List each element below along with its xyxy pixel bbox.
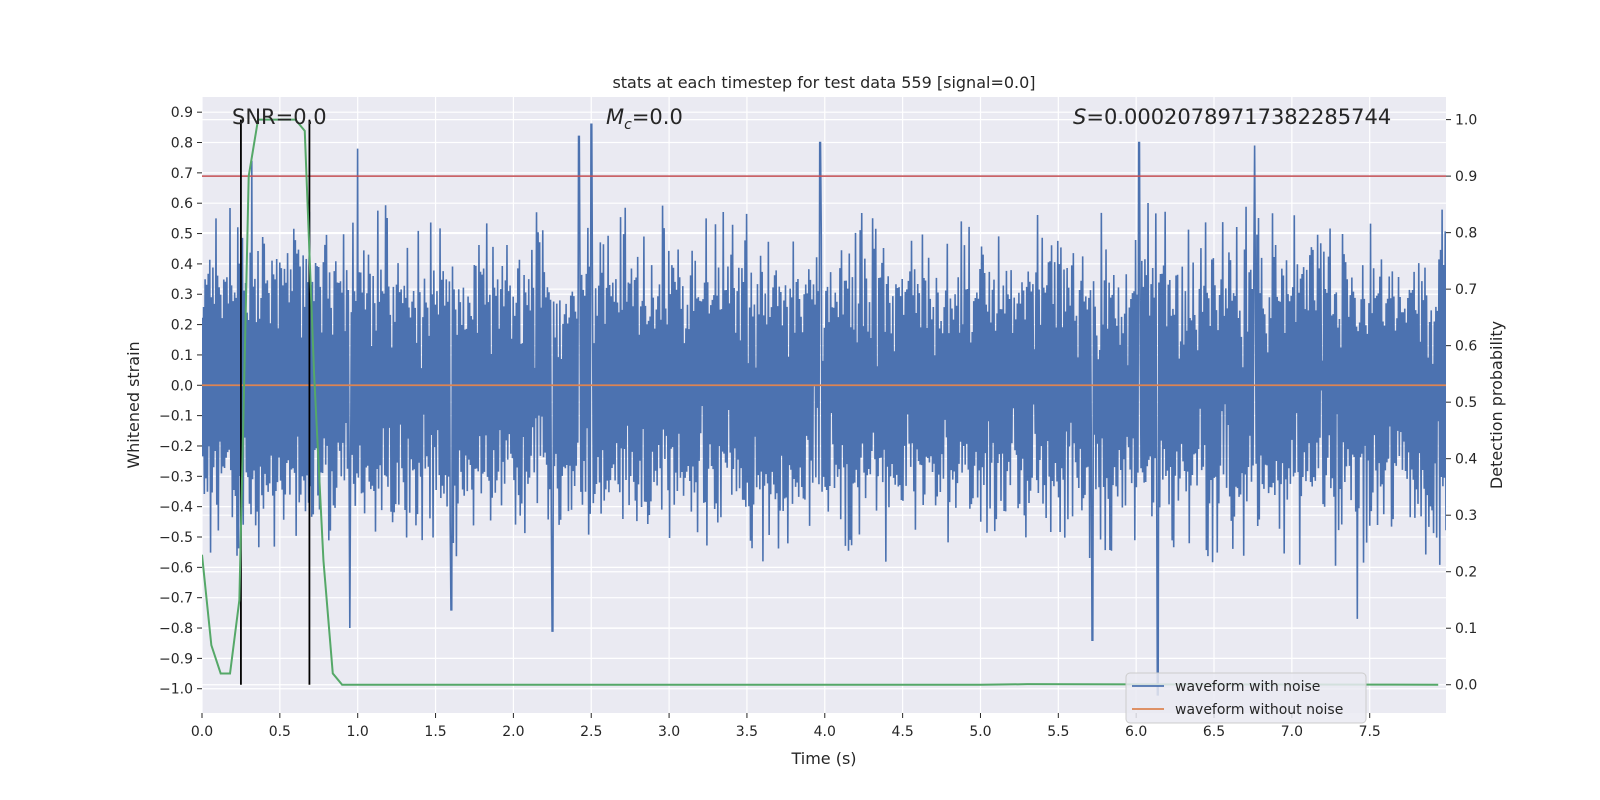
x-tick-label: 6.5 bbox=[1203, 724, 1225, 740]
y-left-tick-label: −0.1 bbox=[159, 409, 193, 425]
y-left-tick-label: 0.4 bbox=[171, 257, 193, 273]
y-left-tick-label: −0.6 bbox=[159, 560, 193, 576]
snr-annotation: SNR=0.0 bbox=[232, 105, 327, 129]
y-left-tick-label: 0.2 bbox=[171, 318, 193, 334]
y-right-tick-label: 0.8 bbox=[1455, 226, 1477, 242]
y-left-tick-label: 0.9 bbox=[171, 105, 193, 121]
chirp-mass-subscript: c bbox=[624, 117, 632, 133]
x-tick-label: 3.5 bbox=[736, 724, 758, 740]
series-waveform-with-noise bbox=[202, 123, 1446, 696]
y-left-tick-label: −1.0 bbox=[159, 682, 193, 698]
x-tick-label: 4.5 bbox=[891, 724, 913, 740]
x-tick-label: 4.0 bbox=[814, 724, 836, 740]
x-tick-label: 1.5 bbox=[424, 724, 446, 740]
chart-title: stats at each timestep for test data 559… bbox=[612, 73, 1035, 92]
legend-label-waveform-without-noise: waveform without noise bbox=[1175, 702, 1343, 718]
x-tick-label: 5.5 bbox=[1047, 724, 1069, 740]
y-left-tick-label: −0.7 bbox=[159, 591, 193, 607]
x-tick-label: 7.0 bbox=[1281, 724, 1303, 740]
x-axis-ticks: 0.0 0.5 1.0 1.5 2.0 2.5 3.0 3.5 4.0 4.5 5.0 5.5 6.0 6… bbox=[191, 713, 1381, 740]
y-right-tick-label: 0.6 bbox=[1455, 339, 1477, 355]
x-tick-label: 6.0 bbox=[1125, 724, 1147, 740]
y-left-tick-label: 0.0 bbox=[171, 378, 193, 394]
x-tick-label: 3.0 bbox=[658, 724, 680, 740]
y-right-tick-label: 0.0 bbox=[1455, 678, 1477, 694]
series-detection-probability bbox=[202, 118, 1439, 686]
x-tick-label: 2.5 bbox=[580, 724, 602, 740]
y-right-axis-label: Detection probability bbox=[1487, 321, 1506, 489]
y-right-tick-label: 1.0 bbox=[1455, 113, 1477, 129]
y-right-tick-label: 0.3 bbox=[1455, 508, 1477, 524]
y-right-tick-label: 0.1 bbox=[1455, 621, 1477, 637]
s-annotation: S=0.00020789717382285744 bbox=[1073, 105, 1391, 129]
y-right-tick-label: 0.9 bbox=[1455, 169, 1477, 185]
x-axis-label: Time (s) bbox=[790, 749, 856, 768]
y-left-tick-label: −0.9 bbox=[159, 651, 193, 667]
y-left-tick-label: 0.6 bbox=[171, 196, 193, 212]
y-left-tick-label: 0.5 bbox=[171, 227, 193, 243]
plot-content bbox=[202, 118, 1446, 696]
y-left-tick-label: −0.8 bbox=[159, 621, 193, 637]
y-left-tick-label: 0.1 bbox=[171, 348, 193, 364]
y-left-tick-label: −0.5 bbox=[159, 530, 193, 546]
x-tick-label: 1.0 bbox=[347, 724, 369, 740]
legend: waveform with noise waveform without noi… bbox=[1125, 672, 1367, 724]
chirp-mass-symbol: M bbox=[606, 105, 624, 129]
x-tick-label: 2.0 bbox=[502, 724, 524, 740]
y-left-tick-label: −0.2 bbox=[159, 439, 193, 455]
s-symbol: S bbox=[1073, 105, 1086, 129]
y-left-tick-label: 0.3 bbox=[171, 287, 193, 303]
chirp-mass-annotation: Mc=0.0 bbox=[606, 105, 683, 133]
y-left-tick-label: 0.7 bbox=[171, 166, 193, 182]
x-tick-label: 7.5 bbox=[1359, 724, 1381, 740]
y-right-tick-label: 0.2 bbox=[1455, 565, 1477, 581]
y-right-tick-label: 0.7 bbox=[1455, 282, 1477, 298]
y-left-tick-label: −0.4 bbox=[159, 500, 193, 516]
legend-box bbox=[1125, 672, 1367, 724]
y-right-tick-label: 0.5 bbox=[1455, 395, 1477, 411]
x-tick-label: 0.0 bbox=[191, 724, 213, 740]
y-right-tick-label: 0.4 bbox=[1455, 452, 1477, 468]
y-right-axis-ticks: 1.0 0.9 0.8 0.7 0.6 0.5 0.4 0.3 0.2 0.1 0.0 bbox=[1446, 113, 1477, 694]
x-tick-label: 5.0 bbox=[969, 724, 991, 740]
y-left-axis-ticks: 0.9 0.8 0.7 0.6 0.5 0.4 0.3 0.2 0.1 0.0 −0.1 −0.2 −0… bbox=[159, 105, 202, 698]
s-value: =0.00020789717382285744 bbox=[1086, 105, 1391, 129]
chirp-mass-value: =0.0 bbox=[632, 105, 683, 129]
x-tick-label: 0.5 bbox=[269, 724, 291, 740]
y-left-tick-label: 0.8 bbox=[171, 136, 193, 152]
y-left-axis-label: Whitened strain bbox=[124, 341, 143, 468]
y-left-tick-label: −0.3 bbox=[159, 469, 193, 485]
legend-label-waveform-with-noise: waveform with noise bbox=[1175, 679, 1320, 695]
